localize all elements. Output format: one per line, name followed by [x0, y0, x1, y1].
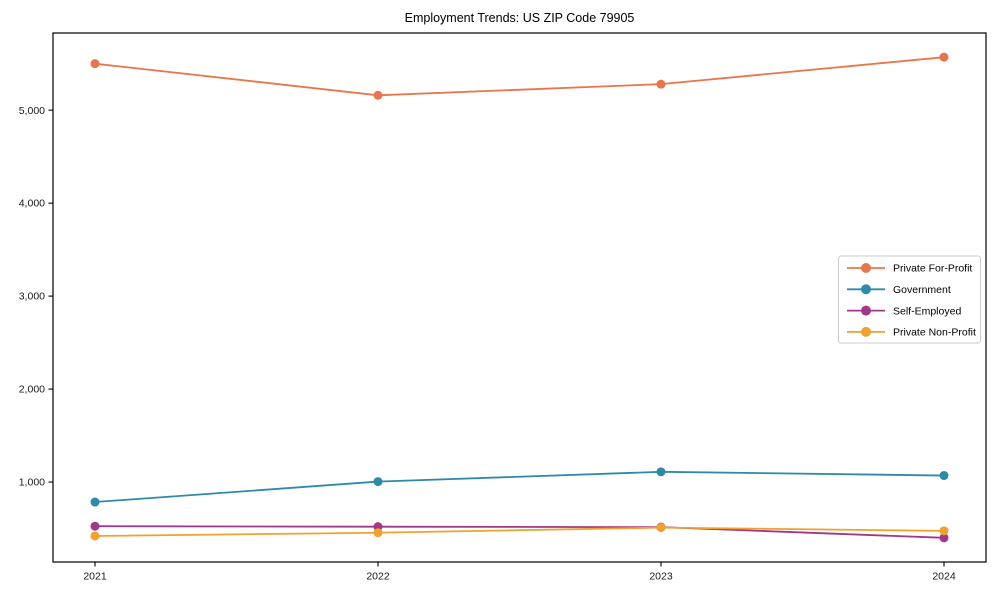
series-private-non-profit [90, 523, 949, 541]
series-line-private-for-profit [94, 56, 945, 97]
legend-box [838, 255, 981, 344]
data-point-marker [90, 521, 100, 531]
y-axis-tick-label: 1,000 [19, 477, 45, 489]
series-private-for-profit [90, 52, 949, 100]
series-line-government [94, 470, 945, 503]
y-axis-tick-label: 2,000 [19, 384, 45, 396]
legend-marker [861, 305, 871, 316]
legend-label: Self-Employed [893, 305, 961, 317]
chart-title: Employment Trends: US ZIP Code 79905 [404, 11, 635, 25]
data-point-marker [90, 531, 100, 541]
data-point-marker [90, 497, 100, 507]
legend-marker [861, 263, 871, 273]
series-self-employed [90, 521, 949, 543]
legend-item-private-for-profit: Private For-Profit [847, 263, 972, 275]
legend: Private For-Profit Government Self-Employe… [838, 255, 981, 344]
legend-item-private-non-profit: Private Non-Profit [847, 327, 976, 339]
legend-marker [861, 284, 871, 295]
data-point-marker [939, 52, 949, 62]
legend-label: Private Non-Profit [893, 327, 976, 339]
series-government [90, 467, 949, 507]
x-axis-tick-label: 2021 [83, 571, 107, 583]
legend-label: Government [893, 284, 951, 296]
y-axis-tick-label: 5,000 [19, 105, 45, 117]
x-axis-tick-label: 2023 [649, 571, 673, 583]
data-point-marker [656, 467, 666, 477]
y-axis-tick-label: 4,000 [19, 198, 45, 210]
data-point-marker [373, 528, 383, 538]
data-point-marker [656, 523, 666, 533]
data-point-marker [90, 59, 100, 69]
data-point-marker [939, 471, 949, 481]
x-axis-tick-label: 2022 [366, 571, 390, 583]
plot-area-frame [52, 32, 987, 563]
legend-label: Private For-Profit [893, 263, 972, 275]
legend-item-government: Government [847, 284, 951, 296]
data-point-marker [939, 533, 949, 543]
y-axis-tick-label: 3,000 [19, 291, 45, 303]
series-line-private-non-profit [94, 526, 945, 537]
x-axis-tick-label: 2024 [932, 571, 956, 583]
series-line-self-employed [94, 525, 945, 539]
data-point-marker [373, 90, 383, 100]
data-point-marker [373, 477, 383, 487]
data-point-marker [656, 79, 666, 89]
legend-marker [861, 326, 871, 337]
data-point-marker [939, 526, 949, 536]
legend-item-self-employed: Self-Employed [847, 305, 961, 317]
